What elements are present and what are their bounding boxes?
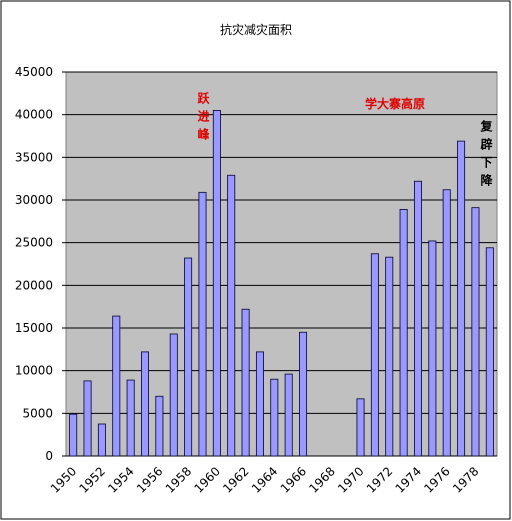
bar: [270, 378, 279, 457]
bar: [241, 308, 250, 457]
y-tick-label: 10000: [15, 364, 53, 378]
bar: [198, 191, 207, 457]
bar: [255, 351, 264, 457]
y-tick-label: 35000: [15, 150, 53, 164]
bar: [413, 180, 422, 457]
bar: [485, 247, 494, 457]
bar: [284, 373, 293, 457]
bar: [112, 315, 121, 457]
annotation: 跃进峰: [196, 92, 210, 146]
bar: [169, 333, 178, 457]
y-tick-label: 45000: [15, 65, 53, 79]
bar: [399, 208, 408, 457]
bar: [370, 253, 379, 457]
bar: [428, 240, 437, 457]
bar: [442, 189, 451, 457]
y-tick-label: 0: [45, 449, 53, 463]
bar: [126, 379, 135, 457]
bar: [471, 207, 480, 457]
bar: [299, 331, 308, 457]
bar: [141, 351, 150, 457]
bar: [212, 110, 221, 457]
plot-area: [65, 71, 498, 457]
y-tick-label: 5000: [22, 406, 53, 420]
bar: [457, 140, 466, 457]
bar: [155, 395, 164, 457]
bar: [385, 256, 394, 457]
bar: [227, 174, 236, 457]
y-tick-label: 15000: [15, 321, 53, 335]
chart-title: 抗灾减灾面积: [220, 22, 292, 37]
y-tick-label: 25000: [15, 236, 53, 250]
bar: [356, 398, 365, 457]
annotation: 学大寨高原: [365, 96, 425, 111]
annotation: 复辟下降: [479, 119, 493, 192]
bar: [97, 423, 106, 457]
bar: [69, 413, 78, 457]
y-tick-label: 20000: [15, 278, 53, 292]
bar: [83, 380, 92, 457]
bar: [184, 257, 193, 457]
y-tick-label: 40000: [15, 108, 53, 122]
y-tick-label: 30000: [15, 193, 53, 207]
